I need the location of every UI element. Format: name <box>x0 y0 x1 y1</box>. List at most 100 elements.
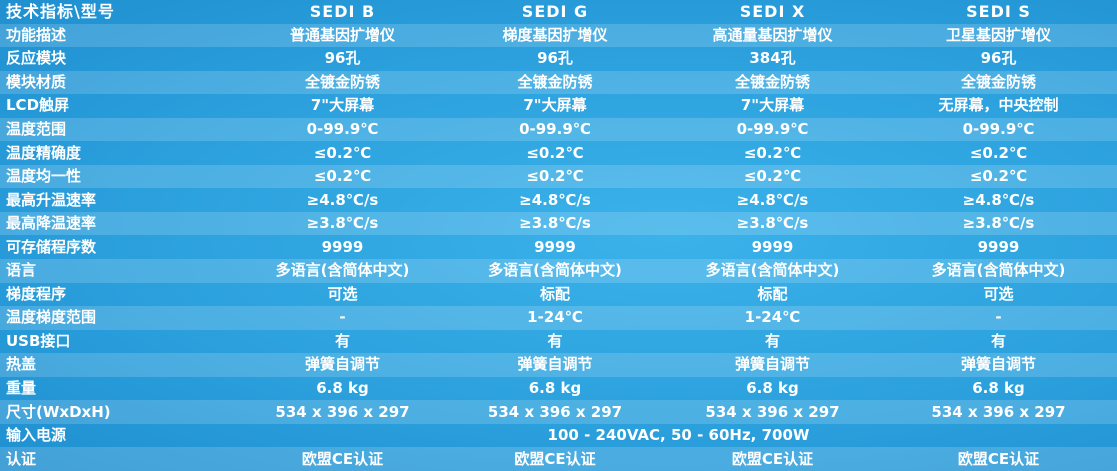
cell: 普通基因扩增仪 <box>289 25 395 44</box>
cell: SEDI G <box>521 2 589 22</box>
row-label: 最高升温速率 <box>6 190 97 209</box>
cell: 1-24℃ <box>527 308 583 327</box>
cell: 弹簧自调节 <box>304 355 380 374</box>
table-row: 温度梯度范围 - 1-24℃ 1-24℃ - <box>0 306 1117 330</box>
row-label: 认证 <box>6 449 37 468</box>
cell: 534 x 396 x 297 <box>705 402 840 421</box>
cell: 6.8 kg <box>972 379 1025 398</box>
table-row: 语言 多语言(含简体中文) 多语言(含简体中文) 多语言(含简体中文) 多语言(含简体中… <box>0 259 1117 283</box>
table-row: 最高升温速率 ≥4.8℃/s ≥4.8℃/s ≥4.8℃/s ≥4.8℃/s <box>0 188 1117 212</box>
cell: 弹簧自调节 <box>517 355 593 374</box>
table-row: 模块材质 全镀金防锈 全镀金防锈 全镀金防锈 全镀金防锈 <box>0 70 1117 95</box>
row-label: 热盖 <box>6 355 37 374</box>
cell: - <box>995 308 1002 327</box>
table-row: USB接口 有 有 有 有 <box>0 330 1117 354</box>
cell: 7"大屏幕 <box>740 96 805 115</box>
row-label: 语言 <box>6 261 37 280</box>
cell: 弹簧自调节 <box>734 355 810 374</box>
table-row: 温度均一性 ≤0.2℃ ≤0.2℃ ≤0.2℃ ≤0.2℃ <box>0 164 1117 189</box>
row-label: 温度梯度范围 <box>6 308 97 327</box>
table-row: LCD触屏 7"大屏幕 7"大屏幕 7"大屏幕 无屏幕，中央控制 <box>0 94 1117 118</box>
table-row: 可存储程序数 9999 9999 9999 9999 <box>0 235 1117 259</box>
row-label: 输入电源 <box>6 426 67 445</box>
table-row: 最高降温速率 ≥3.8℃/s ≥3.8℃/s ≥3.8℃/s ≥3.8℃/s <box>0 211 1117 236</box>
cell: 欧盟CE认证 <box>301 449 384 468</box>
cell: ≤0.2℃ <box>526 143 584 162</box>
table-row: 反应模块 96孔 96孔 384孔 96孔 <box>0 47 1117 71</box>
cell: SEDI S <box>966 2 1031 22</box>
table-row: 温度精确度 ≤0.2℃ ≤0.2℃ ≤0.2℃ ≤0.2℃ <box>0 141 1117 165</box>
cell: 96孔 <box>537 49 573 68</box>
cell: 0-99.9℃ <box>962 120 1035 138</box>
row-label: 技术指标\型号 <box>6 2 115 22</box>
cell: 534 x 396 x 297 <box>275 402 410 421</box>
cell: ≥4.8℃/s <box>736 190 809 209</box>
cell: 534 x 396 x 297 <box>487 402 623 421</box>
cell: 6.8 kg <box>746 379 799 398</box>
cell: 高通量基因扩增仪 <box>712 25 833 44</box>
cell: 0-99.9℃ <box>519 120 591 138</box>
cell: 7"大屏幕 <box>310 96 375 115</box>
cell: 卫星基因扩增仪 <box>945 25 1051 44</box>
cell: 可选 <box>327 284 358 303</box>
cell: SEDI X <box>739 2 806 22</box>
cell: 标配 <box>539 284 570 303</box>
cell: ≤0.2℃ <box>526 167 584 186</box>
row-label: 最高降温速率 <box>6 214 97 233</box>
cell: 9999 <box>977 237 1020 256</box>
cell: 弹簧自调节 <box>960 355 1036 374</box>
cell: ≥4.8℃/s <box>306 190 379 209</box>
cell: 有 <box>547 331 563 350</box>
cell: 全镀金防锈 <box>960 72 1036 91</box>
cell: SEDI B <box>309 2 376 22</box>
cell: ≤0.2℃ <box>743 167 802 186</box>
cell: 9999 <box>321 237 364 256</box>
row-label: 功能描述 <box>6 25 67 44</box>
row-label: 梯度程序 <box>6 284 67 303</box>
table-row: 重量 6.8 kg 6.8 kg 6.8 kg 6.8 kg <box>0 377 1117 401</box>
cell: 9999 <box>534 237 576 256</box>
table-row: 输入电源 100 - 240VAC, 50 - 60Hz, 700W <box>0 424 1117 448</box>
table-row: 尺寸(WxDxH) 534 x 396 x 297 534 x 396 x 297 5… <box>0 400 1117 424</box>
cell: 0-99.9℃ <box>306 120 379 138</box>
row-label: LCD触屏 <box>6 96 70 115</box>
cell: 欧盟CE认证 <box>514 449 596 468</box>
cell: 全镀金防锈 <box>517 72 593 91</box>
cell: 有 <box>990 331 1006 350</box>
cell: 1-24℃ <box>744 308 801 327</box>
cell: 多语言(含简体中文) <box>275 261 410 280</box>
cell: 7"大屏幕 <box>523 96 587 115</box>
cell: ≥4.8℃/s <box>962 190 1035 209</box>
table-row: 温度范围 0-99.9℃ 0-99.9℃ 0-99.9℃ 0-99.9℃ <box>0 117 1117 142</box>
cell: ≥4.8℃/s <box>519 190 591 209</box>
row-label: 重量 <box>6 379 37 398</box>
cell: - <box>339 308 346 327</box>
cell: 全镀金防锈 <box>734 72 810 91</box>
cell: ≥3.8℃/s <box>306 214 379 233</box>
cell: 有 <box>334 331 350 350</box>
cell: 有 <box>764 331 780 350</box>
cell: 多语言(含简体中文) <box>931 261 1066 280</box>
cell: ≤0.2℃ <box>969 167 1028 186</box>
cell: 多语言(含简体中文) <box>488 261 622 280</box>
cell: 384孔 <box>749 49 796 68</box>
row-label: 温度均一性 <box>6 167 82 186</box>
row-label: 温度精确度 <box>6 143 82 162</box>
cell: 无屏幕，中央控制 <box>938 96 1059 115</box>
row-label: USB接口 <box>6 331 71 350</box>
cell: 标配 <box>757 284 788 303</box>
cell: ≤0.2℃ <box>313 167 372 186</box>
table-row: 技术指标\型号 SEDI B SEDI G SEDI X SEDI S <box>0 0 1117 24</box>
cell: 0-99.9℃ <box>736 120 809 138</box>
cell: ≤0.2℃ <box>313 143 372 162</box>
cell: 100 - 240VAC, 50 - 60Hz, 700W <box>547 426 810 445</box>
cell: 可选 <box>983 284 1014 303</box>
cell: 96孔 <box>980 49 1017 68</box>
table-row: 认证 欧盟CE认证 欧盟CE认证 欧盟CE认证 欧盟CE认证 <box>0 447 1117 471</box>
cell: ≤0.2℃ <box>969 143 1028 162</box>
row-label: 模块材质 <box>6 72 67 91</box>
cell: 多语言(含简体中文) <box>705 261 840 280</box>
